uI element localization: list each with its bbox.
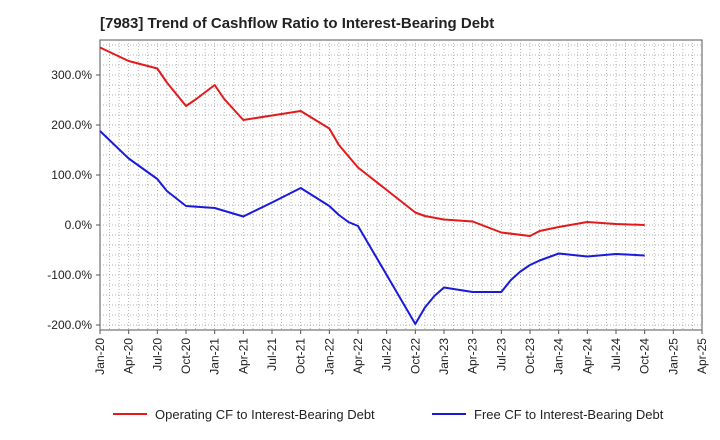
series-line-operating-cf	[99, 46, 645, 237]
y-tick-label: -200.0%	[47, 318, 92, 332]
x-tick-label: Jan-23	[437, 338, 451, 375]
y-tick-label: 100.0%	[51, 168, 92, 182]
y-tick-label: 300.0%	[51, 68, 92, 82]
legend-swatch-operating-cf	[113, 413, 147, 415]
legend-label-operating-cf: Operating CF to Interest-Bearing Debt	[155, 406, 375, 422]
x-tick-label: Jan-22	[322, 338, 336, 375]
x-tick-label: Jul-24	[609, 338, 623, 371]
x-tick-label: Apr-23	[466, 338, 480, 374]
legend-item-operating-cf: Operating CF to Interest-Bearing Debt	[113, 402, 375, 426]
x-tick-label: Jul-23	[494, 338, 508, 371]
y-tick-label: 0.0%	[65, 218, 93, 232]
x-tick-label: Oct-23	[523, 338, 537, 374]
x-tick-label: Jan-20	[93, 338, 107, 375]
chart-legend: Operating CF to Interest-Bearing Debt Fr…	[0, 402, 720, 426]
x-tick-label: Oct-21	[294, 338, 308, 374]
y-tick-label: 200.0%	[51, 118, 92, 132]
legend-item-free-cf: Free CF to Interest-Bearing Debt	[432, 402, 663, 426]
x-tick-label: Jul-22	[380, 338, 394, 371]
x-tick-label: Jul-20	[150, 338, 164, 371]
x-tick-label: Oct-24	[638, 338, 652, 374]
y-tick-label: -100.0%	[47, 268, 92, 282]
legend-label-free-cf: Free CF to Interest-Bearing Debt	[474, 406, 664, 422]
x-tick-label: Jan-21	[208, 338, 222, 375]
x-tick-label: Jul-21	[265, 338, 279, 371]
x-tick-label: Jan-24	[552, 338, 566, 375]
x-tick-label: Apr-20	[122, 338, 136, 374]
x-tick-label: Oct-22	[408, 338, 422, 374]
x-tick-label: Apr-25	[695, 338, 709, 374]
chart-title: [7983] Trend of Cashflow Ratio to Intere…	[100, 15, 495, 32]
x-tick-label: Oct-20	[179, 338, 193, 374]
x-tick-label: Apr-21	[236, 338, 250, 374]
line-chart: 300.0%200.0%100.0%0.0%-100.0%-200.0%Jan-…	[47, 39, 709, 375]
x-tick-label: Jan-25	[666, 338, 680, 375]
x-tick-label: Apr-22	[351, 338, 365, 374]
series-line-free-cf	[99, 130, 645, 325]
x-tick-label: Apr-24	[580, 338, 594, 374]
legend-swatch-free-cf	[432, 413, 466, 415]
